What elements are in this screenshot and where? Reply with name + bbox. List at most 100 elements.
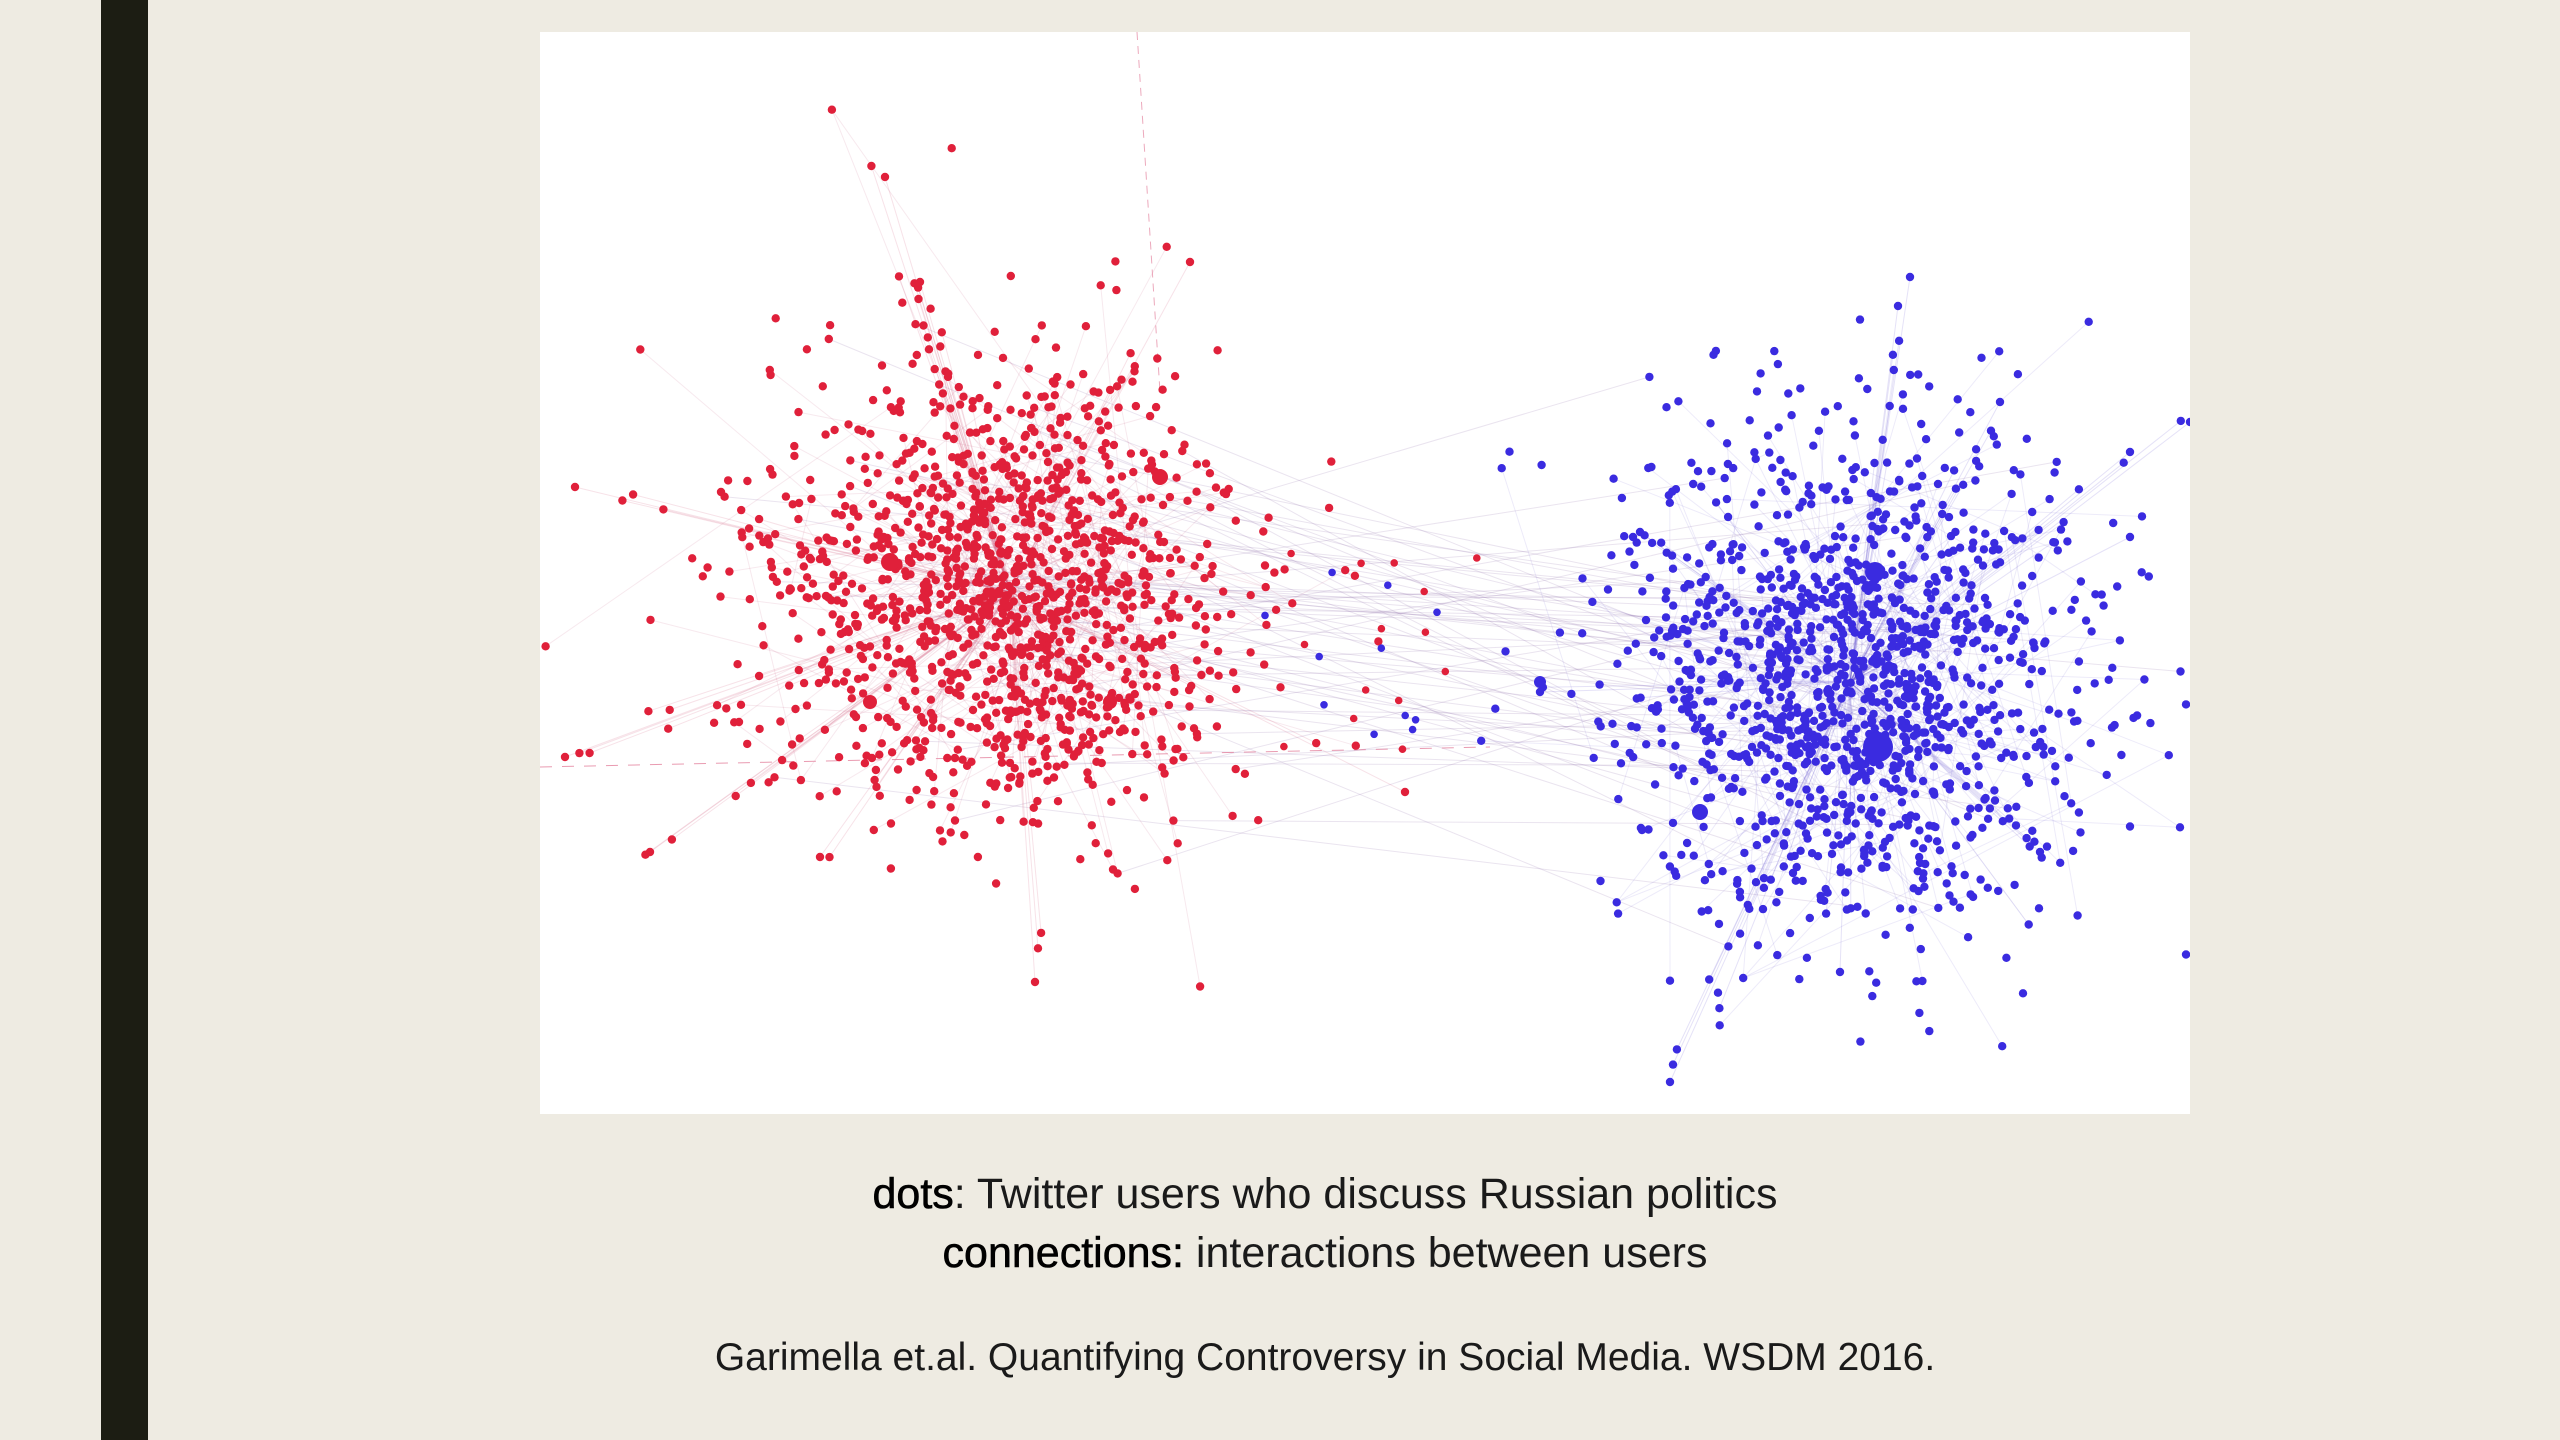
user-node-red [1104,461,1113,470]
user-node-blue [2056,858,2065,867]
user-node-blue [1705,543,1714,552]
user-node-blue [1869,792,1879,802]
user-node-red [878,602,888,611]
user-node-red [824,668,834,677]
user-node-blue [1670,867,1679,876]
user-node-blue [1708,619,1717,628]
user-node-blue [1589,753,1598,763]
user-node-blue [1977,681,1986,690]
user-node-blue [1891,751,1900,761]
user-node-red [1130,362,1139,371]
user-node-red [812,592,821,601]
hub-node-red [863,695,877,709]
user-node-bridge [1370,730,1378,739]
user-node-red [1043,762,1052,771]
user-node-blue [1717,679,1726,688]
user-node-red [1050,444,1060,453]
user-node-red [1197,670,1206,680]
user-node-red [954,717,963,727]
user-node-red [905,795,914,805]
user-node-red [953,533,962,542]
user-node-red [1096,426,1105,435]
user-node-red [1069,658,1078,668]
user-node-blue [1613,909,1623,918]
user-node-blue [2074,485,2084,494]
user-node-blue [1669,601,1678,610]
user-node-red [824,334,833,344]
user-node-blue [2018,989,2028,998]
user-node-blue [1915,544,1925,553]
user-node-red [1042,646,1051,655]
user-node-red [1129,642,1139,652]
user-node-red [1044,566,1053,576]
user-node-blue [1910,789,1920,799]
user-node-red [877,535,886,544]
user-node-blue [2175,823,2185,832]
connection-edge [750,591,1011,784]
user-node-blue [2003,804,2013,813]
user-node-red [1006,680,1015,689]
user-node-red [1212,722,1222,731]
user-node-blue [1668,487,1677,496]
user-node-red [570,482,580,492]
user-node-blue [1868,847,1877,856]
user-node-red [977,624,986,634]
user-node-red [915,605,924,615]
user-node-red [998,657,1007,666]
user-node-red [1120,635,1129,645]
user-node-red [994,494,1004,503]
user-node-blue [1908,774,1917,783]
user-node-blue [1830,531,1840,541]
user-node-blue [1926,714,1935,723]
user-node-red [937,679,947,688]
user-node-red [920,737,930,746]
user-node-red [1041,632,1050,642]
connection-edge [1880,569,2037,748]
connection-edge [1737,664,2145,680]
user-node-red [955,599,965,608]
user-node-blue [1858,706,1867,716]
user-node-red [892,623,901,632]
user-node-blue [1725,676,1734,685]
user-node-red [863,599,872,608]
user-node-blue [1887,593,1897,602]
user-node-red [894,272,904,281]
user-node-red [1034,661,1044,671]
user-node-blue [1773,622,1782,631]
user-node-blue [1863,858,1872,867]
user-node-red [1071,540,1081,549]
connection-edge [1009,591,1037,684]
user-node-red [1018,604,1028,613]
user-node-blue [1936,661,1946,670]
user-node-red [806,475,815,485]
user-node-red [895,597,904,606]
user-node-red [912,705,922,714]
connection-edge [1136,32,1161,393]
user-node-blue [1758,904,1768,914]
user-node-red [1011,578,1021,587]
connection-edge [1126,709,1758,717]
user-node-blue [1680,695,1689,704]
user-node-red [1122,785,1132,795]
user-node-blue [1978,618,1987,627]
connection-edge [1235,683,1788,770]
user-node-red [815,792,824,801]
user-node-blue [1772,605,1782,614]
user-node-blue [2045,494,2054,504]
user-node-blue [1807,500,1816,509]
user-node-blue [1762,835,1771,844]
user-node-red [1189,724,1199,733]
user-node-red [744,524,754,533]
user-node-blue [1774,565,1784,574]
user-node-blue [1851,558,1860,567]
user-node-blue [1761,744,1771,753]
user-node-red [930,472,939,481]
user-node-red [1167,426,1176,435]
user-node-red [926,695,936,704]
user-node-red [914,523,923,532]
user-node-blue [1906,370,1915,380]
user-node-blue [1709,350,1718,359]
user-node-blue [1767,583,1777,592]
user-node-blue [1967,581,1976,590]
user-node-red [839,598,848,608]
